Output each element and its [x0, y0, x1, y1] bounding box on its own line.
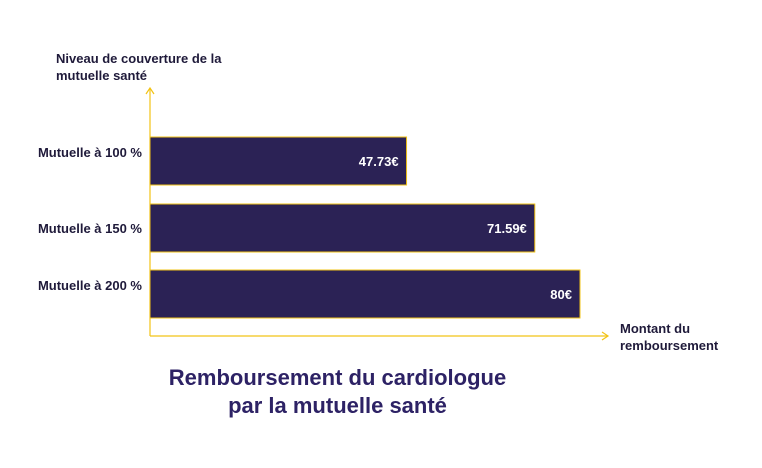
category-label: Mutuelle à 200 % [37, 278, 142, 293]
data-label: 47.73€ [359, 154, 399, 169]
chart-title: Remboursement du cardiologue par la mutu… [168, 365, 507, 418]
category-label: Mutuelle à 100 % [37, 145, 142, 160]
bar [149, 203, 536, 253]
x-axis-title: Montant du remboursement [620, 321, 719, 353]
category-label: Mutuelle à 150 % [37, 220, 142, 236]
y-axis-arrow [145, 86, 155, 95]
bar [149, 269, 581, 319]
data-label: 80€ [550, 287, 572, 302]
y-axis-title: Niveau de couverture de la mutuelle sant… [56, 51, 222, 83]
x-axis-arrow [601, 331, 610, 341]
data-label: 71.59€ [487, 221, 527, 236]
bar [149, 136, 408, 186]
